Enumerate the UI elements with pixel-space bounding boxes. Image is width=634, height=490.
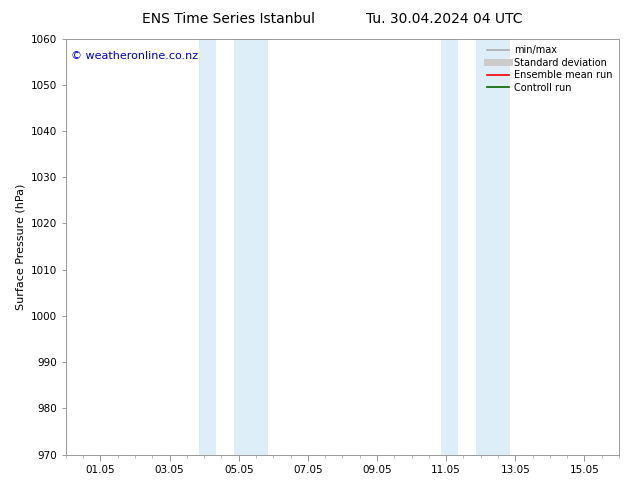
Text: Tu. 30.04.2024 04 UTC: Tu. 30.04.2024 04 UTC <box>366 12 522 26</box>
Bar <box>441 39 458 455</box>
Bar <box>199 39 216 455</box>
Legend: min/max, Standard deviation, Ensemble mean run, Controll run: min/max, Standard deviation, Ensemble me… <box>486 44 614 95</box>
Text: ENS Time Series Istanbul: ENS Time Series Istanbul <box>142 12 314 26</box>
Y-axis label: Surface Pressure (hPa): Surface Pressure (hPa) <box>15 183 25 310</box>
Text: © weatheronline.co.nz: © weatheronline.co.nz <box>72 51 198 61</box>
Bar <box>476 39 510 455</box>
Bar <box>233 39 268 455</box>
